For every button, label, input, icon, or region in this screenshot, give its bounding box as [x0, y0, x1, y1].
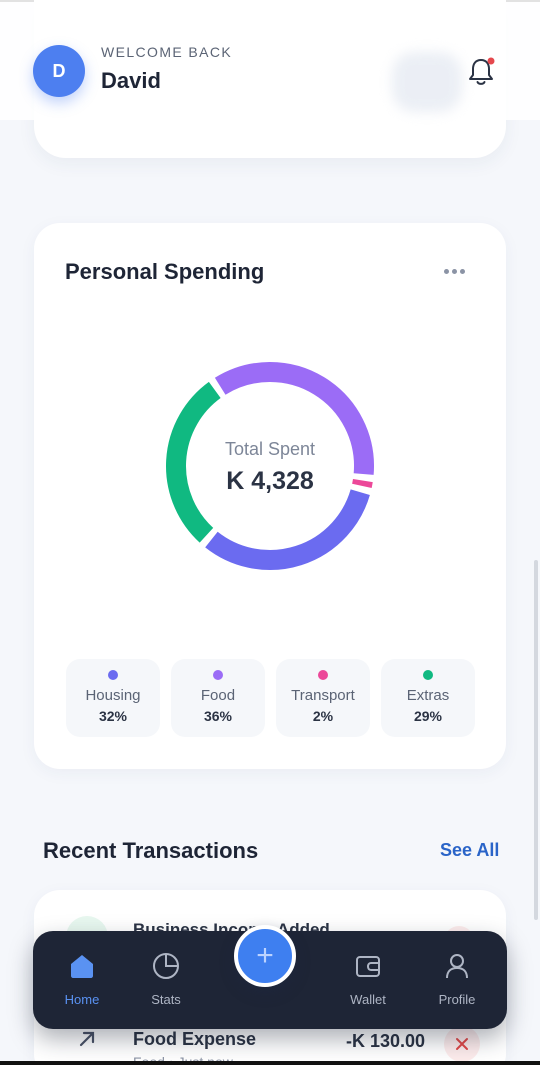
close-icon: [456, 1038, 468, 1050]
legend-food[interactable]: Food 36%: [171, 659, 265, 737]
legend-name: Transport: [291, 687, 355, 704]
notification-button[interactable]: [466, 56, 496, 88]
avatar[interactable]: D: [33, 45, 85, 97]
extras-dot: [423, 670, 433, 680]
housing-dot: [108, 670, 118, 680]
legend-percent: 2%: [312, 708, 334, 724]
donut-slice-housing: [205, 489, 370, 570]
transaction-amount: -K 130.00: [346, 1031, 426, 1051]
more-options-icon[interactable]: [444, 269, 468, 277]
spending-card: Personal Spending Total Spent K 4,328 Ho…: [34, 223, 506, 769]
scrollbar[interactable]: [534, 560, 538, 920]
spending-donut-chart: [166, 362, 374, 570]
legend-percent: 32%: [98, 708, 128, 724]
pie-chart-icon: [153, 953, 179, 979]
welcome-label: WELCOME BACK: [101, 44, 233, 60]
nav-label: Stats: [151, 992, 181, 1007]
nav-label: Wallet: [350, 992, 386, 1007]
food-dot: [213, 670, 223, 680]
bottom-line: [0, 1061, 540, 1065]
legend-housing[interactable]: Housing 32%: [66, 659, 160, 737]
delete-button[interactable]: [444, 1026, 480, 1062]
legend-transport[interactable]: Transport 2%: [276, 659, 370, 737]
wallet-icon: [356, 956, 380, 977]
donut-slice-food: [214, 362, 374, 475]
nav-wallet[interactable]: Wallet: [333, 951, 403, 1007]
total-spent-label: Total Spent: [224, 439, 316, 459]
donut-slice-extras: [166, 381, 221, 543]
user-icon: [446, 954, 468, 979]
nav-profile[interactable]: Profile: [422, 951, 492, 1007]
nav-home[interactable]: Home: [47, 951, 117, 1007]
expense-arrow-icon: [76, 1028, 106, 1058]
blurred-widget: [392, 52, 462, 112]
nav-label: Home: [64, 992, 100, 1007]
home-icon: [71, 955, 93, 978]
recent-transactions-title: Recent Transactions: [43, 838, 259, 863]
see-all-link[interactable]: See All: [440, 840, 500, 860]
legend-extras[interactable]: Extras 29%: [381, 659, 475, 737]
legend-percent: 36%: [203, 708, 233, 724]
legend-name: Housing: [85, 687, 141, 704]
legend-name: Food: [200, 687, 236, 704]
donut-slice-transport: [352, 478, 373, 488]
nav-label: Profile: [438, 992, 476, 1007]
nav-stats[interactable]: Stats: [131, 951, 201, 1007]
legend-percent: 29%: [413, 708, 443, 724]
spending-title: Personal Spending: [65, 259, 265, 284]
username: David: [101, 68, 161, 93]
legend-name: Extras: [406, 687, 450, 704]
transaction-title[interactable]: Food Expense: [133, 1029, 257, 1049]
transaction-subtitle: Food • Just now: [133, 1054, 233, 1065]
add-transaction-button[interactable]: +: [234, 925, 296, 987]
total-spent-value: K 4,328: [226, 467, 314, 495]
bell-icon: [469, 57, 495, 85]
transport-dot: [318, 670, 328, 680]
